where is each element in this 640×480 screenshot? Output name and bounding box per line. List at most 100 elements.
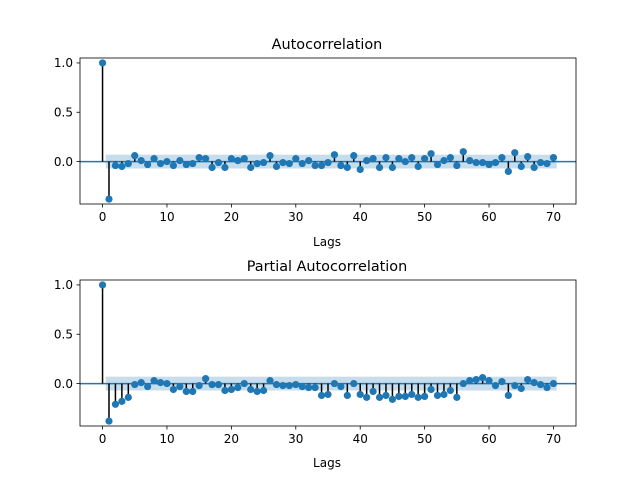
acf-point bbox=[356, 165, 364, 174]
acf-point bbox=[446, 154, 454, 162]
acf-point bbox=[414, 162, 422, 171]
acf-point bbox=[221, 163, 229, 172]
pacf-panel: Partial Autocorrelation 0 10 20 30 40 50 60 700… bbox=[54, 259, 577, 470]
pacf-point bbox=[453, 393, 461, 401]
acf-point bbox=[369, 155, 377, 163]
pacf-point bbox=[382, 391, 390, 400]
acf-ticks: 0 10 20 30 40 50 60 70 0.0 0.5 1.0 bbox=[54, 56, 561, 224]
acf-point bbox=[118, 162, 126, 171]
pacf-point bbox=[427, 385, 435, 394]
acf-point bbox=[536, 158, 545, 167]
pacf-point bbox=[292, 380, 300, 389]
pacf-point bbox=[414, 393, 422, 401]
pacf-point bbox=[259, 386, 268, 395]
pacf-point bbox=[491, 381, 500, 390]
pacf-point bbox=[208, 380, 216, 389]
acf-point bbox=[524, 153, 532, 161]
acf-title: Autocorrelation bbox=[272, 37, 383, 53]
acf-point bbox=[395, 155, 403, 163]
acf-point bbox=[504, 167, 512, 176]
acf-xtick-label: 70 bbox=[546, 210, 561, 224]
pacf-point bbox=[214, 380, 223, 389]
acf-point bbox=[453, 161, 461, 170]
acf-xtick-label: 50 bbox=[417, 210, 432, 224]
pacf-point bbox=[266, 377, 274, 385]
pacf-xtick-label: 0 bbox=[99, 432, 107, 446]
acf-point bbox=[530, 163, 538, 172]
pacf-point bbox=[240, 379, 248, 388]
pacf-xtick-label: 30 bbox=[288, 432, 303, 446]
acf-point bbox=[298, 159, 306, 168]
pacf-point bbox=[343, 391, 351, 400]
acf-xtick-label: 0 bbox=[99, 210, 107, 224]
acf-point bbox=[337, 161, 345, 170]
acf-point bbox=[124, 159, 132, 168]
pacf-point bbox=[401, 392, 409, 401]
acf-point bbox=[375, 163, 384, 172]
pacf-xtick-label: 10 bbox=[159, 432, 174, 446]
acf-point bbox=[466, 156, 474, 165]
pacf-stems bbox=[101, 284, 548, 422]
pacf-point bbox=[137, 378, 145, 387]
acf-axes-frame bbox=[79, 57, 577, 205]
pacf-point bbox=[440, 390, 448, 399]
pacf-markers bbox=[98, 281, 558, 425]
acf-xtick-label: 40 bbox=[353, 210, 368, 224]
pacf-xtick-label: 20 bbox=[224, 432, 239, 446]
acf-markers bbox=[98, 59, 558, 203]
pacf-point bbox=[472, 376, 480, 384]
acf-point bbox=[388, 163, 397, 172]
acf-xtick-label: 20 bbox=[224, 210, 239, 224]
acf-point bbox=[111, 161, 120, 170]
acf-ytick-label: 1.0 bbox=[54, 56, 73, 70]
pacf-point bbox=[247, 385, 255, 394]
pacf-point bbox=[356, 390, 364, 399]
acf-point bbox=[285, 159, 293, 168]
pacf-point bbox=[485, 377, 493, 385]
acf-xtick-label: 60 bbox=[481, 210, 496, 224]
acf-point bbox=[253, 159, 261, 168]
pacf-point bbox=[324, 390, 332, 399]
pacf-point bbox=[156, 378, 165, 387]
pacf-point bbox=[176, 382, 184, 391]
pacf-point bbox=[272, 380, 281, 389]
acf-point bbox=[491, 158, 500, 167]
acf-point bbox=[292, 155, 300, 163]
pacf-point bbox=[466, 377, 474, 385]
pacf-point bbox=[111, 400, 120, 408]
acf-xtick-label: 10 bbox=[159, 210, 174, 224]
pacf-ytick-label: 0.0 bbox=[54, 377, 73, 391]
acf-xtick-label: 30 bbox=[288, 210, 303, 224]
pacf-xtick-label: 40 bbox=[353, 432, 368, 446]
acf-point bbox=[440, 156, 448, 165]
acf-point bbox=[182, 160, 190, 169]
pacf-point bbox=[530, 378, 538, 387]
pacf-axes-frame bbox=[79, 279, 577, 427]
pacf-point bbox=[446, 386, 454, 395]
acf-point bbox=[459, 148, 467, 156]
acf-point bbox=[163, 157, 171, 166]
pacf-point bbox=[369, 387, 377, 396]
pacf-point bbox=[433, 391, 442, 400]
acf-point bbox=[137, 156, 145, 165]
pacf-point bbox=[511, 381, 519, 390]
acf-point bbox=[427, 150, 435, 158]
pacf-point bbox=[118, 397, 126, 405]
pacf-point bbox=[234, 383, 242, 392]
acf-point bbox=[498, 154, 506, 162]
pacf-point bbox=[375, 393, 384, 401]
pacf-point bbox=[317, 391, 326, 400]
acf-ytick-label: 0.5 bbox=[54, 106, 73, 120]
acf-point bbox=[156, 159, 165, 168]
pacf-xtick-label: 60 bbox=[481, 432, 496, 446]
acf-point bbox=[272, 162, 281, 171]
acf-xlabel: Lags bbox=[313, 235, 341, 249]
acf-point bbox=[382, 154, 390, 162]
acf-point bbox=[227, 155, 235, 163]
acf-point bbox=[478, 158, 487, 167]
acf-stems bbox=[101, 62, 555, 200]
pacf-point bbox=[549, 379, 558, 388]
acf-point bbox=[169, 161, 178, 170]
pacf-point bbox=[285, 381, 293, 390]
